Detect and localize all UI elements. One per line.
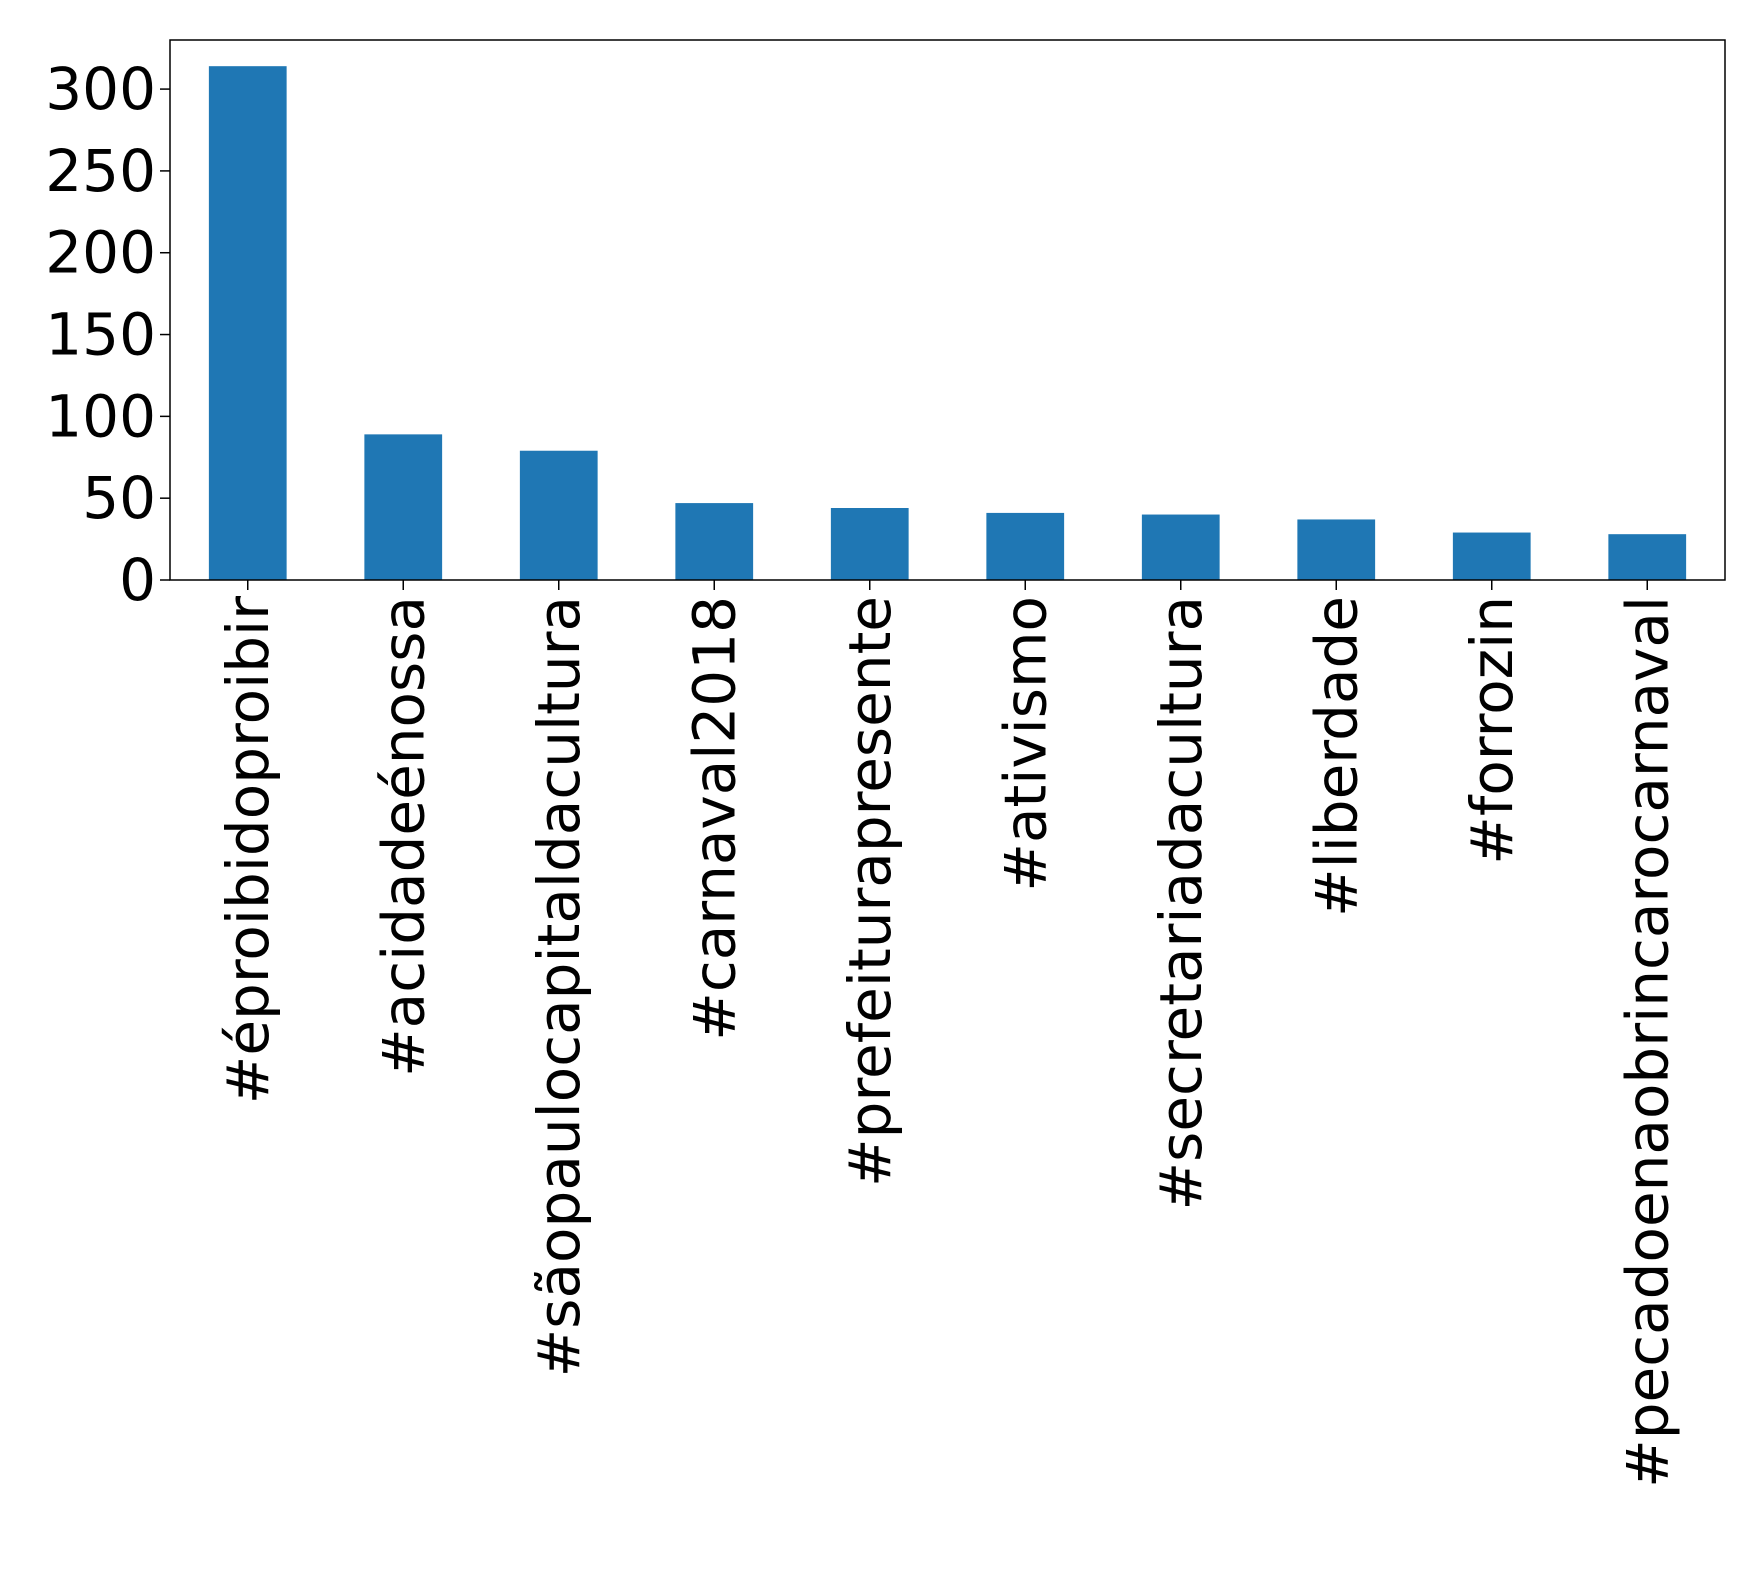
x-tick-label: #prefeiturapresente bbox=[836, 596, 904, 1187]
x-tick-label: #carnaval2018 bbox=[680, 596, 748, 1041]
y-tick-label: 250 bbox=[45, 137, 156, 205]
x-axis: #éproibidoproibir #acidadeénossa #sãopaulo… bbox=[214, 580, 1681, 1488]
x-tick-label: #sãopaulocapitaldacultura bbox=[525, 596, 593, 1377]
plot-frame bbox=[169, 39, 1726, 581]
bar bbox=[675, 503, 754, 580]
bar bbox=[208, 66, 287, 580]
y-tick-label: 200 bbox=[45, 219, 156, 287]
x-tick-label: #pecadoenaobrincarocarnaval bbox=[1613, 596, 1681, 1488]
y-tick-label: 100 bbox=[45, 382, 156, 450]
y-tick-label: 300 bbox=[45, 55, 156, 123]
bar bbox=[986, 512, 1065, 580]
bar bbox=[830, 508, 909, 580]
bar-series bbox=[208, 66, 1687, 580]
bar bbox=[364, 434, 443, 580]
y-axis: 0 50 100 150 200 250 300 bbox=[45, 55, 170, 614]
x-tick-label: #forrozin bbox=[1458, 596, 1526, 865]
y-tick-label: 0 bbox=[119, 546, 156, 614]
bar bbox=[1452, 532, 1531, 580]
bar bbox=[1141, 514, 1220, 580]
x-tick-label: #acidadeénossa bbox=[369, 596, 437, 1077]
bar bbox=[1608, 534, 1687, 580]
x-tick-label: #ativismo bbox=[991, 596, 1059, 892]
x-tick-label: #liberdade bbox=[1302, 596, 1370, 917]
y-tick-label: 150 bbox=[45, 301, 156, 369]
bar bbox=[519, 450, 598, 580]
y-tick-label: 50 bbox=[82, 464, 156, 532]
bar bbox=[1297, 519, 1376, 580]
x-tick-label: #secretariadacultura bbox=[1147, 596, 1215, 1210]
x-tick-label: #éproibidoproibir bbox=[214, 596, 282, 1104]
